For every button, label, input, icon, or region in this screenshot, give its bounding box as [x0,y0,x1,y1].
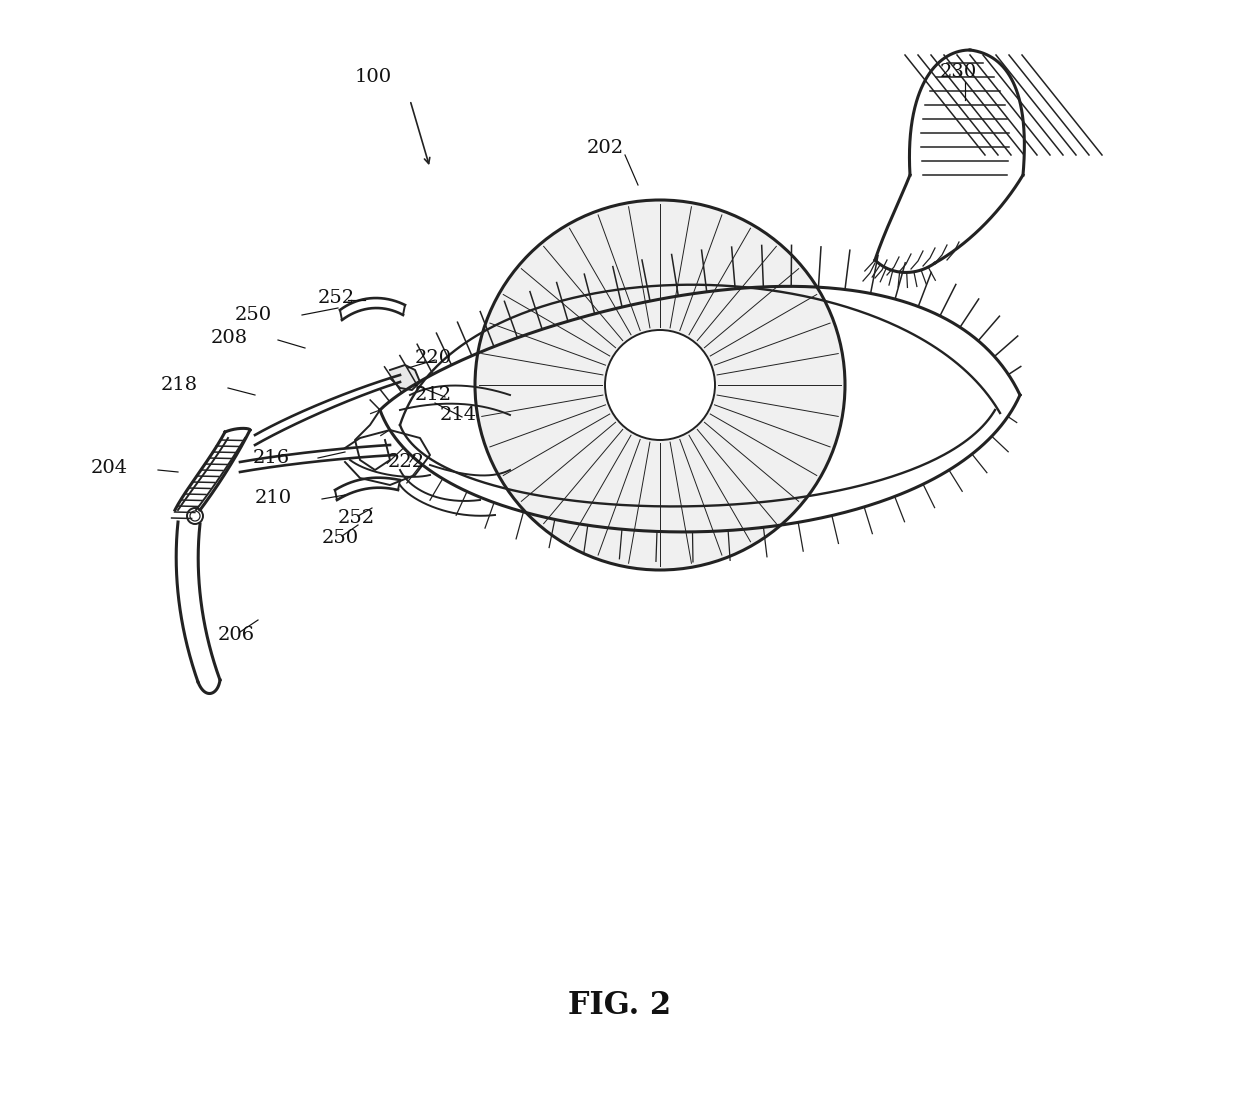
Text: 210: 210 [255,489,291,507]
Text: 212: 212 [415,386,453,404]
Text: 220: 220 [415,349,453,367]
Text: 252: 252 [339,509,376,527]
Text: 250: 250 [322,529,360,547]
Text: 218: 218 [161,376,198,394]
Circle shape [187,508,203,524]
Text: 250: 250 [234,305,272,325]
Text: 230: 230 [940,63,977,81]
Polygon shape [391,365,420,391]
Text: 214: 214 [440,406,477,424]
Text: 208: 208 [211,329,248,347]
Text: 202: 202 [587,139,624,157]
Text: 100: 100 [355,68,392,86]
Text: FIG. 2: FIG. 2 [568,989,672,1021]
Text: 222: 222 [388,453,425,471]
Text: 252: 252 [317,289,355,307]
Circle shape [605,330,715,440]
Circle shape [475,200,844,570]
Text: 216: 216 [253,449,290,467]
Text: 204: 204 [91,459,128,477]
Text: 206: 206 [218,626,255,645]
